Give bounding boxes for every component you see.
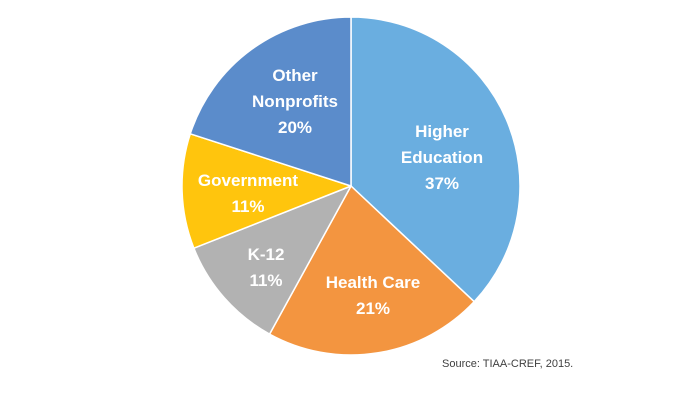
pie-slices <box>181 16 521 356</box>
slice-name-label: Health Care <box>326 273 420 292</box>
slice-percent-label: 21% <box>356 299 390 318</box>
slice-label-other-nonprofits: Other Nonprofits 20% <box>252 66 338 137</box>
slice-percent-label: 11% <box>231 197 264 216</box>
slice-name-label: Nonprofits <box>252 92 338 111</box>
slice-label-k-12: K-12 11% <box>248 245 285 290</box>
slice-percent-label: 20% <box>278 118 312 137</box>
slice-label-government: Government 11% <box>198 171 298 216</box>
slice-name-label: Other <box>272 66 318 85</box>
slice-label-health-care: Health Care 21% <box>326 273 420 318</box>
slice-name-label: Government <box>198 171 298 190</box>
pie-slice-higher-education <box>350 16 521 303</box>
pie-slice-other-nonprofits <box>189 16 352 187</box>
slice-name-label: K-12 <box>248 245 285 264</box>
pie-slice-k-12 <box>193 185 352 335</box>
slice-percent-label: 37% <box>425 174 459 193</box>
source-note: Source: TIAA-CREF, 2015. <box>442 358 574 370</box>
pie-slice-government <box>181 133 352 249</box>
slice-label-higher-education: Higher Education 37% <box>401 122 483 193</box>
slice-name-label: Higher <box>415 122 469 141</box>
slice-percent-label: 11% <box>249 271 282 290</box>
pie-slice-health-care <box>268 185 475 356</box>
pie-labels: Higher Education 37%Health Care 21%K-12 11%G… <box>198 66 483 318</box>
slice-name-label: Education <box>401 148 483 167</box>
